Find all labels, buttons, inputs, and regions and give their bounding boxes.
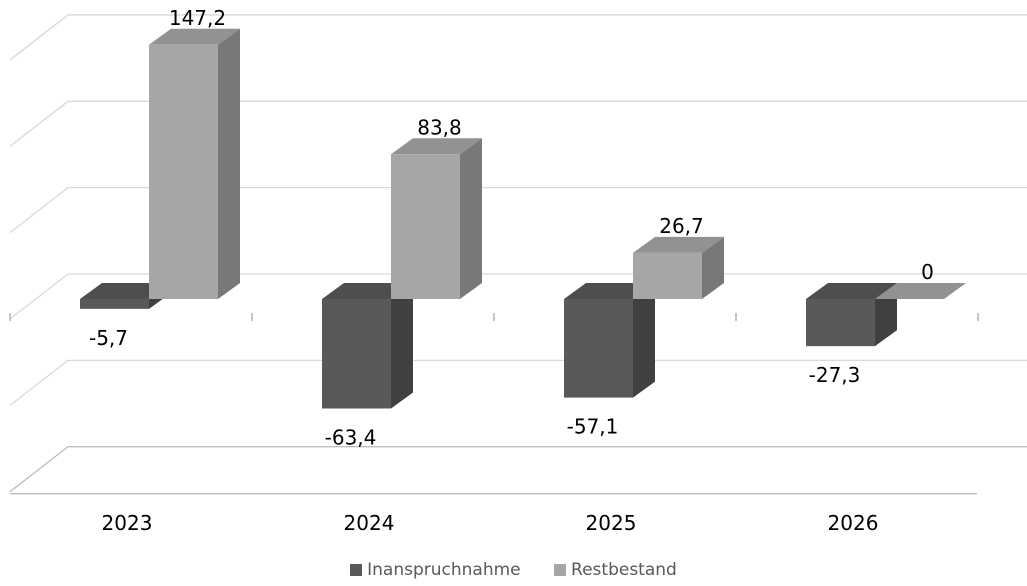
data-label: -63,4 [325,425,377,449]
category-label-2025: 2025 [586,511,637,535]
grid-line-slant [9,100,69,147]
category-label-2024: 2024 [344,511,395,535]
data-labels: -5,7 147,2 -63,4 83,8 -57,1 26,7 -27,3 0 [89,6,934,450]
data-label: -57,1 [567,415,619,439]
bar-front [80,299,149,309]
bar-restbestand-2024 [391,138,482,299]
bars [80,28,966,409]
bar-top [80,283,171,299]
bar-top [875,283,966,299]
grid-line-slant [9,273,69,320]
bar-inanspruchnahme-2025 [564,283,655,398]
bar-side [391,283,413,409]
data-label: 0 [921,260,934,284]
bar-front [564,299,633,398]
bar-side [633,283,655,398]
bar-top [149,28,240,45]
bar-top [633,236,724,253]
bar-restbestand-2023 [149,28,240,299]
bar-front [391,154,460,299]
bar-restbestand-2025 [633,236,724,299]
bar-side [460,138,482,299]
bar-top [391,138,482,155]
bar-inanspruchnahme-2026 [806,283,897,347]
legend-item-restbestand: Restbestand [554,560,677,580]
grid-line-slant [9,359,69,406]
bar-top [322,283,413,299]
category-labels: 2023 2024 2025 2026 [102,511,879,535]
category-label-2023: 2023 [102,511,153,535]
data-label: -5,7 [89,326,128,350]
legend-label-restbestand: Restbestand [571,560,677,580]
legend-item-inanspruchnahme: Inanspruchnahme [350,560,521,580]
grid-line-slant [9,187,69,234]
bar-side [702,236,724,299]
grid-line-slant [9,446,69,493]
bar-front [633,252,702,299]
legend: Inanspruchnahme Restbestand [0,560,1027,581]
bar-top [806,283,897,299]
bar-front [149,44,218,299]
data-label: 83,8 [417,115,462,139]
bar-inanspruchnahme-2024 [322,283,413,409]
legend-swatch-inanspruchnahme [350,564,363,576]
bar-front [322,299,391,409]
grid-line-slant [9,14,69,61]
category-label-2026: 2026 [828,511,879,535]
bar-front [806,299,875,347]
legend-swatch-restbestand [554,564,567,576]
legend-label-inanspruchnahme: Inanspruchnahme [367,560,521,580]
bar-top [564,283,655,299]
bar-side [218,28,240,299]
data-label: 26,7 [659,214,704,238]
data-label: 147,2 [169,6,226,30]
bar-restbestand-2026 [875,283,966,299]
data-label: -27,3 [809,363,861,387]
